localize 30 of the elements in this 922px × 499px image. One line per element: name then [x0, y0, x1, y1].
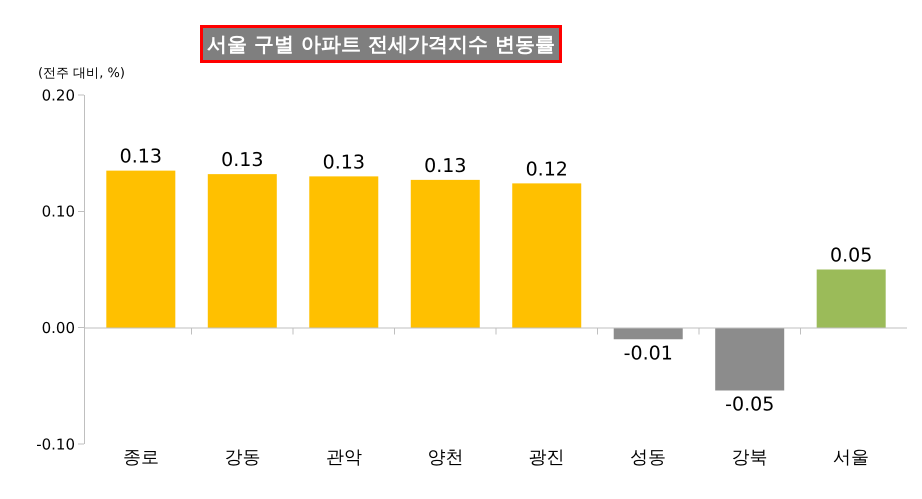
- bar: [512, 183, 582, 328]
- x-tick-label: 관악: [326, 447, 362, 468]
- x-tick-label: 광진: [528, 447, 565, 468]
- x-tick-label: 강동: [224, 447, 260, 468]
- data-label: 0.13: [424, 154, 466, 177]
- y-tick-label: 0.10: [42, 202, 75, 221]
- data-label: -0.05: [725, 393, 774, 416]
- data-label: 0.05: [830, 244, 872, 266]
- y-axis-title: (전주 대비, %): [38, 66, 125, 81]
- data-label: 0.13: [120, 146, 162, 168]
- y-tick-label: 0.20: [42, 86, 75, 104]
- x-tick-label: 성동: [630, 447, 666, 468]
- data-label: 0.12: [526, 158, 568, 180]
- y-tick-label: -0.10: [36, 435, 75, 454]
- bar: [208, 174, 277, 328]
- x-tick-label: 종로: [122, 447, 159, 468]
- y-tick-label: 0.00: [42, 318, 75, 337]
- x-tick-label: 서울: [833, 447, 870, 468]
- data-label: 0.13: [322, 151, 365, 174]
- data-label: -0.01: [624, 342, 673, 364]
- data-label: 0.13: [221, 149, 264, 172]
- bar: [106, 170, 176, 328]
- bar: [309, 176, 378, 328]
- bar: [410, 180, 480, 328]
- bar: [816, 270, 886, 328]
- bar: [715, 328, 784, 390]
- x-tick-label: 강북: [732, 447, 768, 468]
- bar: [614, 328, 683, 340]
- chart-title: 서울 구별 아파트 전세가격지수 변동률: [207, 32, 555, 56]
- x-tick-label: 양천: [427, 447, 464, 468]
